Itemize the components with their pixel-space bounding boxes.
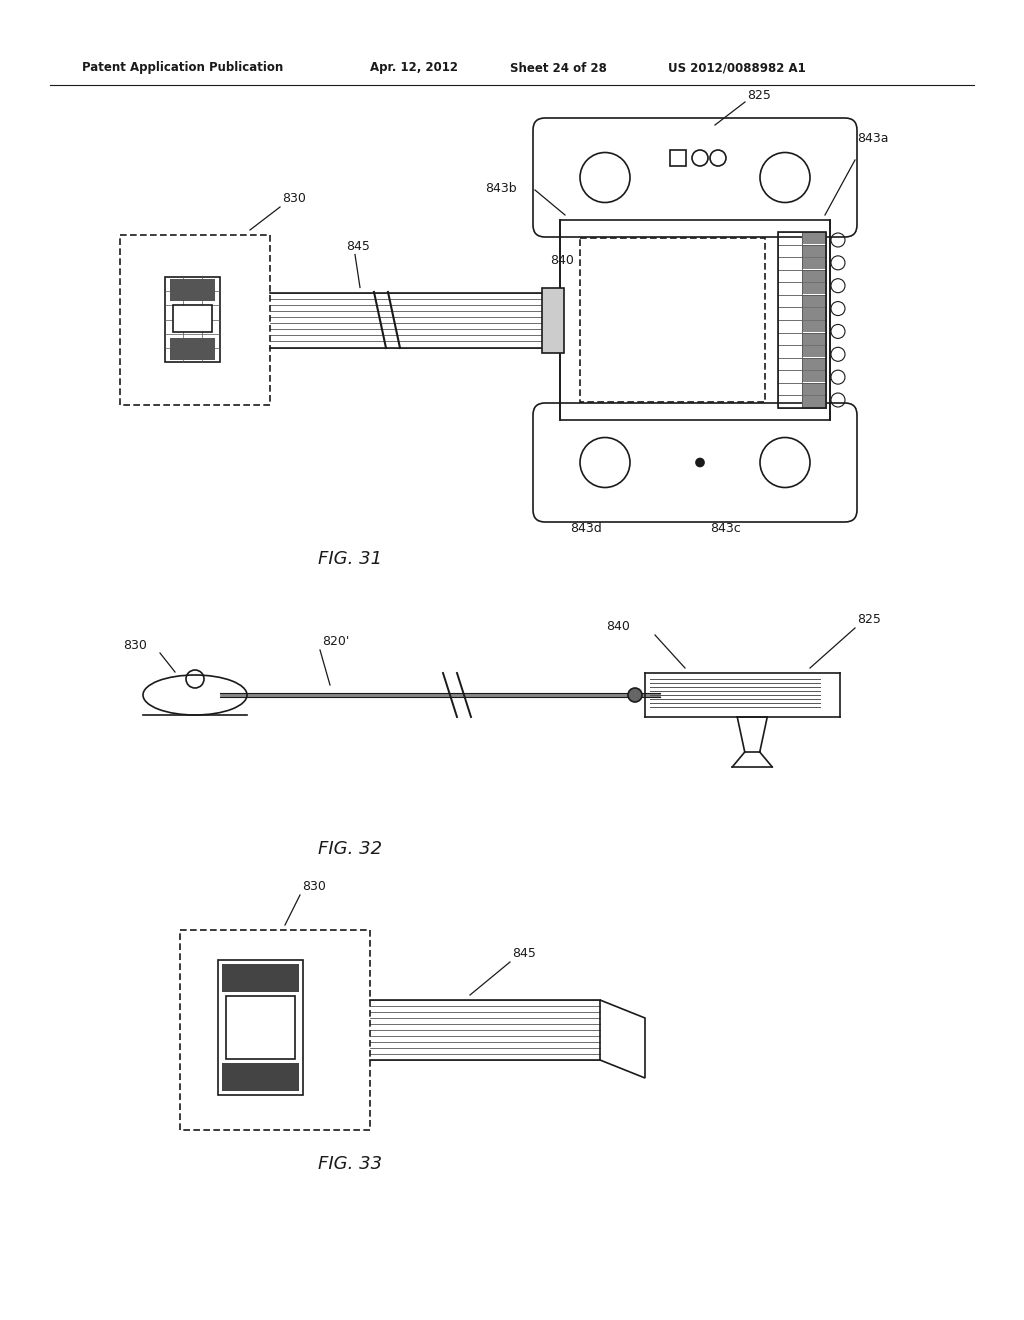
Bar [170, 279, 215, 301]
Text: 820': 820' [322, 635, 349, 648]
Bar [542, 288, 564, 352]
Bar [120, 235, 270, 405]
Text: Patent Application Publication: Patent Application Publication [82, 62, 284, 74]
Circle shape [628, 688, 642, 702]
Bar [802, 257, 826, 269]
Bar [560, 220, 830, 420]
Text: 845: 845 [346, 239, 370, 252]
Bar [165, 277, 220, 362]
Text: FIG. 31: FIG. 31 [317, 550, 382, 568]
Text: US 2012/0088982 A1: US 2012/0088982 A1 [668, 62, 806, 74]
Bar [802, 296, 826, 308]
Bar [802, 271, 826, 281]
Bar [222, 1063, 299, 1092]
Bar [802, 321, 826, 333]
Bar [802, 282, 826, 294]
Bar [778, 232, 826, 408]
Bar [802, 232, 826, 244]
Text: 830: 830 [282, 191, 306, 205]
Bar [180, 931, 370, 1130]
Bar [802, 383, 826, 395]
Text: 843b: 843b [485, 182, 517, 195]
Text: 840: 840 [550, 255, 573, 268]
Bar [226, 997, 295, 1059]
Circle shape [696, 458, 705, 466]
Bar [670, 150, 686, 166]
Bar [580, 238, 765, 403]
Text: FIG. 32: FIG. 32 [317, 840, 382, 858]
Text: 825: 825 [746, 88, 771, 102]
Bar [181, 931, 369, 1129]
Text: 825: 825 [857, 612, 881, 626]
Bar [802, 246, 826, 256]
Text: 843c: 843c [710, 521, 740, 535]
Bar [170, 338, 215, 360]
Text: 830: 830 [302, 880, 326, 894]
Text: Apr. 12, 2012: Apr. 12, 2012 [370, 62, 458, 74]
Text: 830: 830 [123, 639, 147, 652]
Bar [802, 396, 826, 408]
Bar [802, 308, 826, 319]
Bar [218, 960, 303, 1096]
Text: 845: 845 [512, 946, 536, 960]
Text: 843d: 843d [570, 521, 602, 535]
Bar [802, 333, 826, 345]
Bar [802, 358, 826, 370]
Text: 840: 840 [606, 620, 630, 634]
Bar [219, 961, 302, 1094]
Bar [802, 371, 826, 383]
Text: FIG. 33: FIG. 33 [317, 1155, 382, 1173]
Bar [222, 964, 299, 993]
Text: Sheet 24 of 28: Sheet 24 of 28 [510, 62, 607, 74]
Bar [802, 346, 826, 358]
Bar [173, 305, 212, 333]
Text: 843a: 843a [857, 132, 889, 145]
